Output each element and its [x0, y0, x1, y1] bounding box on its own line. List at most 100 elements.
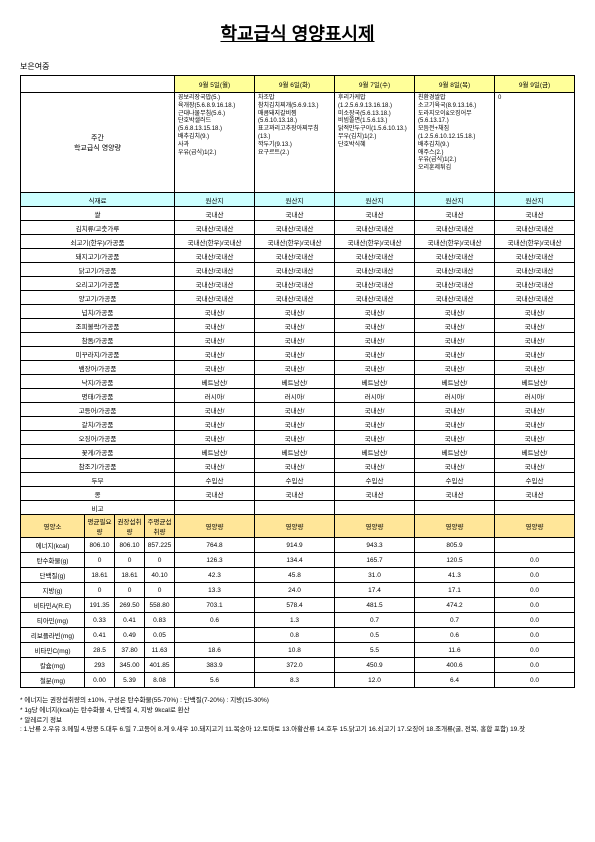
origin-value: 국내산/ — [255, 431, 335, 445]
nutri-value: 37.80 — [115, 643, 145, 658]
origin-value: 국내산/국내산 — [175, 249, 255, 263]
origin-value: 국내산/국내산 — [335, 291, 415, 305]
origin-value: 베트남산/ — [255, 445, 335, 459]
origin-value: 국내산/ — [495, 431, 575, 445]
footer-line: : 1.난류 2.우유 3.메밀 4.땅콩 5.대두 6.밀 7.고등어 8.게… — [20, 725, 575, 735]
origin-value: 국내산 — [495, 487, 575, 501]
origin-value: 베트남산/ — [415, 375, 495, 389]
origin-value: 국내산/ — [335, 417, 415, 431]
origin-value: 국내산 — [255, 487, 335, 501]
table-row: 티아민(mg)0.330.410.830.61.30.70.70.0 — [21, 613, 575, 628]
day-header-row: 9월 5일(월) 9월 6일(화) 9월 7일(수) 9월 8일(목) 9월 9… — [21, 76, 575, 93]
table-row: 명태/가공품러시아/러시아/러시아/러시아/러시아/ — [21, 389, 575, 403]
origin-label: 미꾸라지/가공품 — [21, 347, 175, 361]
nutri-value: 11.6 — [415, 643, 495, 658]
origin-value: 국내산/국내산 — [415, 249, 495, 263]
nutri-value: 943.3 — [335, 538, 415, 553]
origin-value: 국내산/국내산 — [495, 263, 575, 277]
menu-cell: 후리가케밥(1.2.5.6.9.13.16.18.) 미소장국(5.6.13.1… — [335, 93, 415, 193]
origin-label: 명태/가공품 — [21, 389, 175, 403]
origin-value: 국내산/ — [495, 417, 575, 431]
origin-value: 국내산/ — [415, 403, 495, 417]
nutri-value: 41.3 — [415, 568, 495, 583]
origin-value: 국내산/ — [175, 459, 255, 473]
origin-value: 국내산/ — [255, 459, 335, 473]
origin-label: 참조기/가공품 — [21, 459, 175, 473]
nutri-label: 비타민C(mg) — [21, 643, 85, 658]
nutri-value: 40.10 — [145, 568, 175, 583]
nutri-h: 영양량 — [175, 515, 255, 538]
origin-value: 국내산/국내산 — [255, 291, 335, 305]
nutri-value: 191.35 — [85, 598, 115, 613]
table-row: 조피볼락/가공품국내산/국내산/국내산/국내산/국내산/ — [21, 319, 575, 333]
origin-value: 국내산/국내산 — [175, 277, 255, 291]
origin-value: 베트남산/ — [495, 445, 575, 459]
menu-cell: 0 — [495, 93, 575, 193]
nutri-value: 450.9 — [335, 658, 415, 673]
table-row: 미꾸라지/가공품국내산/국내산/국내산/국내산/국내산/ — [21, 347, 575, 361]
origin-label: 쌀 — [21, 207, 175, 221]
origin-value: 러시아/ — [495, 389, 575, 403]
origin-value — [335, 501, 415, 515]
day-header: 9월 6일(화) — [255, 76, 335, 93]
nutri-value: 31.0 — [335, 568, 415, 583]
table-row: 지방(g)00013.324.017.417.10.0 — [21, 583, 575, 598]
origin-value: 국내산 — [335, 207, 415, 221]
table-row: 고등어/가공품국내산/국내산/국내산/국내산/국내산/ — [21, 403, 575, 417]
nutri-value: 806.10 — [85, 538, 115, 553]
nutri-value: 474.2 — [415, 598, 495, 613]
table-row: 양고기/가공품국내산/국내산국내산/국내산국내산/국내산국내산/국내산국내산/국… — [21, 291, 575, 305]
nutri-value: 13.3 — [175, 583, 255, 598]
menu-row: 주간 학교급식 영양량 꽁보리장국밥(5.) 육개장(5.6.8.9.16.18… — [21, 93, 575, 193]
table-row: 참돔/가공품국내산/국내산/국내산/국내산/국내산/ — [21, 333, 575, 347]
origin-value: 국내산(한우)/국내산 — [495, 235, 575, 249]
origin-value: 국내산/ — [335, 431, 415, 445]
origin-value: 국내산/ — [495, 319, 575, 333]
nutri-value: 6.4 — [415, 673, 495, 688]
nutri-value: 24.0 — [255, 583, 335, 598]
nutri-value: 0.0 — [495, 568, 575, 583]
nutri-value: 134.4 — [255, 553, 335, 568]
origin-value: 국내산/ — [255, 403, 335, 417]
origin-value: 국내산 — [175, 487, 255, 501]
nutri-label: 탄수화물(g) — [21, 553, 85, 568]
nutri-value — [175, 628, 255, 643]
nutri-value: 0.0 — [495, 658, 575, 673]
origin-value: 국내산/국내산 — [175, 263, 255, 277]
menu-cell: 차조밥 참치김치찌개(5.6.9.13.) 매콤돼지갈비찜(5.6.10.13.… — [255, 93, 335, 193]
origin-value: 국내산 — [175, 207, 255, 221]
nutri-label: 철분(mg) — [21, 673, 85, 688]
origin-value: 국내산/ — [415, 305, 495, 319]
nutri-value: 0.6 — [175, 613, 255, 628]
nutri-value: 10.8 — [255, 643, 335, 658]
day-header: 9월 5일(월) — [175, 76, 255, 93]
nutri-value: 0.33 — [85, 613, 115, 628]
origin-label: 비고 — [21, 501, 175, 515]
nutri-label: 에너지(kcal) — [21, 538, 85, 553]
table-row: 에너지(kcal)806.10806.10857.225764.8914.994… — [21, 538, 575, 553]
origin-value: 국내산/ — [175, 305, 255, 319]
origin-value: 국내산/국내산 — [495, 277, 575, 291]
nutri-label: 칼슘(mg) — [21, 658, 85, 673]
origin-value: 국내산/ — [335, 459, 415, 473]
origin-value: 국내산/ — [415, 347, 495, 361]
origin-value: 국내산/국내산 — [175, 291, 255, 305]
nutri-value: 1.3 — [255, 613, 335, 628]
origin-label: 콩 — [21, 487, 175, 501]
table-row: 낙지/가공품베트남산/베트남산/베트남산/베트남산/베트남산/ — [21, 375, 575, 389]
nutri-value: 12.0 — [335, 673, 415, 688]
origin-value — [255, 501, 335, 515]
origin-value: 국내산/국내산 — [255, 249, 335, 263]
nutri-value: 17.4 — [335, 583, 415, 598]
nutri-value: 0 — [115, 553, 145, 568]
nutri-label: 리보플라빈(mg) — [21, 628, 85, 643]
origin-value: 국내산/국내산 — [255, 221, 335, 235]
nutri-value: 42.3 — [175, 568, 255, 583]
blank-cell — [21, 76, 175, 93]
origin-value: 베트남산/ — [495, 375, 575, 389]
nutri-value: 120.5 — [415, 553, 495, 568]
origin-value: 국내산/ — [495, 361, 575, 375]
origin-value: 국내산 — [415, 207, 495, 221]
origin-value: 국내산(한우)/국내산 — [415, 235, 495, 249]
nutri-value: 28.5 — [85, 643, 115, 658]
